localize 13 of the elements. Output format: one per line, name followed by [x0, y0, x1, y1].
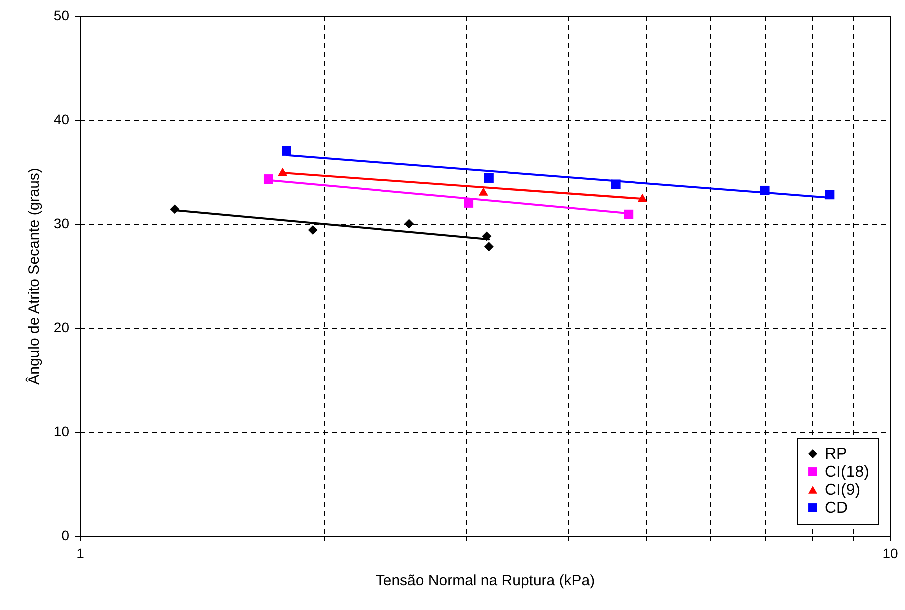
legend-label: CD [825, 500, 848, 517]
y-tick-label: 50 [54, 8, 70, 24]
y-axis-title: Ângulo de Atrito Secante (graus) [24, 168, 43, 385]
legend-label: CI(9) [825, 482, 861, 499]
y-tick-label: 20 [54, 320, 70, 336]
y-tick-label: 0 [62, 528, 70, 544]
y-tick-label: 40 [54, 112, 70, 128]
legend-label: RP [825, 446, 848, 463]
y-tick-label: 10 [54, 424, 70, 440]
y-tick-label: 30 [54, 216, 70, 232]
x-tick-label: 1 [76, 546, 85, 562]
legend-label: CI(18) [825, 464, 870, 481]
x-axis-title: Tensão Normal na Ruptura (kPa) [376, 572, 596, 590]
